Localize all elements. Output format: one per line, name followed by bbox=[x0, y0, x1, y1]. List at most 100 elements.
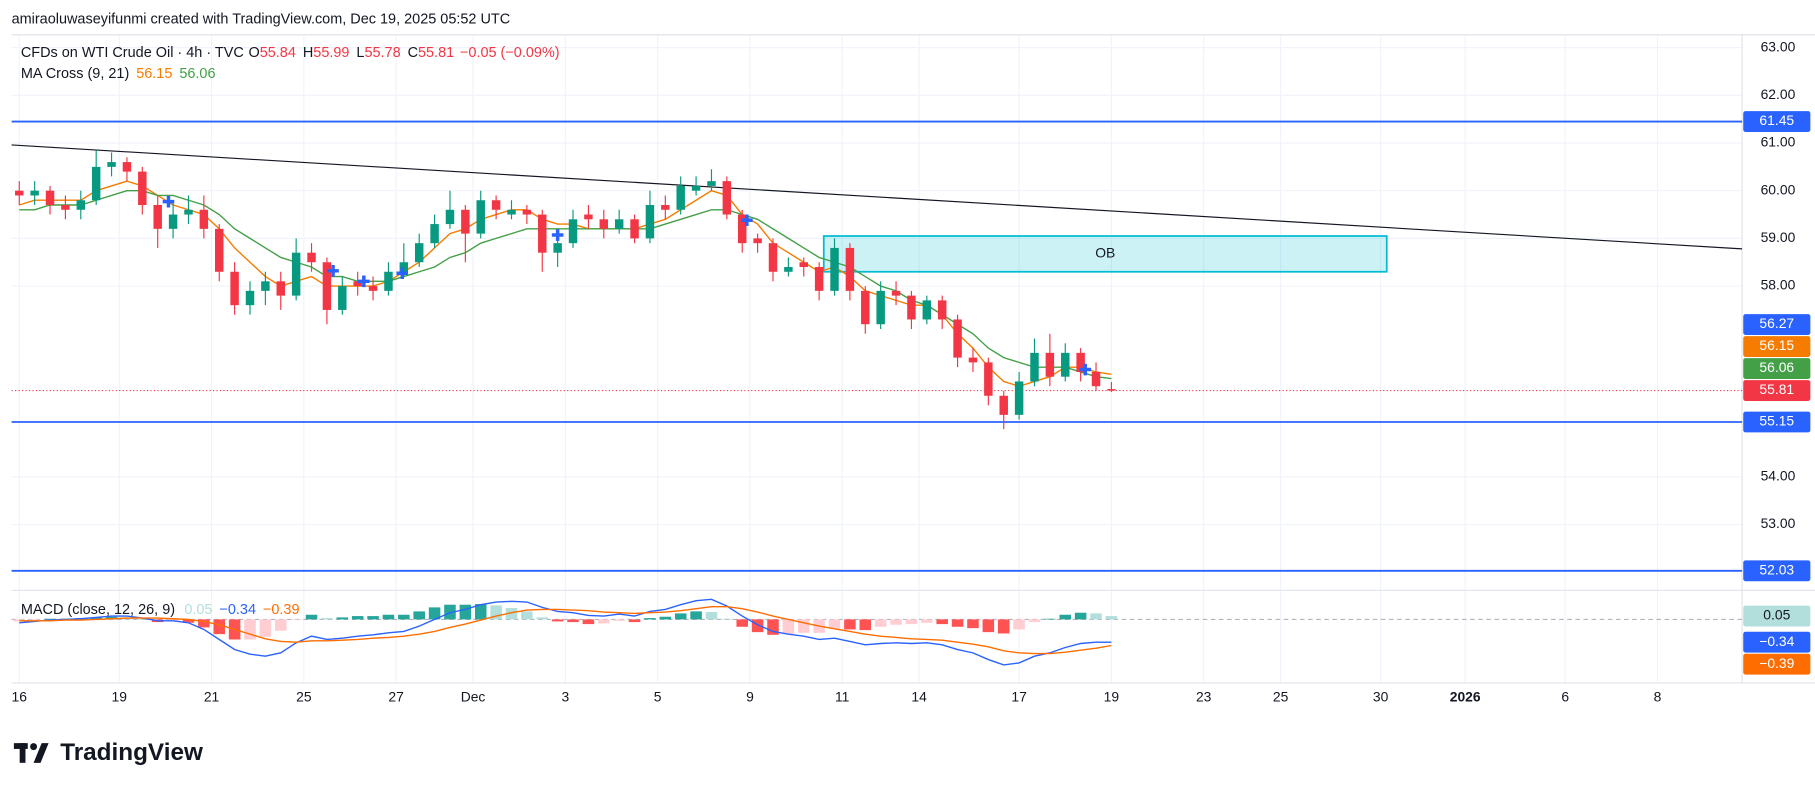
macd-histogram-bar bbox=[705, 612, 718, 620]
candle-body bbox=[614, 219, 624, 229]
macd-histogram-bar bbox=[505, 608, 518, 620]
legend-item: L bbox=[356, 45, 364, 61]
candle-body bbox=[261, 281, 270, 291]
legend-item: MACD (close, 12, 26, 9) bbox=[21, 602, 175, 618]
candle-body bbox=[245, 290, 255, 306]
candle-body bbox=[1014, 381, 1024, 415]
macd-histogram-bar bbox=[567, 619, 579, 623]
candle-body bbox=[738, 214, 747, 244]
candle-body bbox=[291, 252, 301, 296]
logo-part bbox=[30, 743, 38, 751]
macd-histogram-bar bbox=[398, 614, 410, 620]
candle-body bbox=[168, 214, 178, 229]
candle-body bbox=[707, 181, 716, 186]
price-tag-label: −0.39 bbox=[1759, 655, 1794, 671]
candle-body bbox=[922, 300, 932, 320]
price-tag bbox=[1743, 314, 1811, 335]
x-tick-label: 11 bbox=[835, 689, 850, 705]
legend: MA Cross (9, 21) 56.15 56.06 bbox=[21, 66, 216, 82]
legend-item: −0.34 bbox=[219, 602, 256, 618]
price-tag bbox=[1743, 653, 1811, 675]
trendline bbox=[11, 144, 1743, 250]
legend-item: −0.05 (−0.09%) bbox=[460, 45, 560, 61]
candle-body bbox=[691, 185, 701, 191]
candle-body bbox=[445, 209, 455, 225]
candle-body bbox=[61, 205, 70, 210]
candle-body bbox=[522, 209, 532, 215]
candle-body bbox=[276, 281, 285, 296]
candle-body bbox=[676, 185, 685, 210]
candle-body bbox=[845, 247, 855, 291]
macd-histogram-bar bbox=[382, 614, 395, 620]
candle-body bbox=[830, 247, 839, 291]
legend-item: H bbox=[303, 45, 313, 61]
macd-histogram-bar bbox=[490, 605, 502, 620]
candle-body bbox=[722, 181, 732, 215]
macd-histogram-bar bbox=[213, 619, 226, 635]
price-tag-label: 61.45 bbox=[1759, 112, 1794, 128]
macd-histogram-bar bbox=[628, 619, 641, 623]
legend-item: 0.05 bbox=[184, 602, 212, 618]
macd-histogram-bar bbox=[1013, 619, 1025, 630]
price-tag-label: 52.03 bbox=[1759, 561, 1794, 577]
candle-body bbox=[1107, 389, 1116, 391]
logo-part bbox=[33, 743, 49, 763]
candle-body bbox=[476, 200, 485, 234]
macd-histogram-bar bbox=[474, 604, 487, 620]
candle-body bbox=[107, 162, 116, 167]
candle-body bbox=[937, 300, 947, 320]
candle-body bbox=[584, 214, 593, 220]
candle-body bbox=[230, 271, 239, 306]
legend-item: 56.06 bbox=[179, 66, 215, 82]
candle-body bbox=[430, 224, 439, 244]
macd-histogram-bar bbox=[351, 616, 364, 620]
price-tag bbox=[1743, 380, 1811, 401]
legend-item: 55.84 bbox=[260, 45, 296, 61]
macd-histogram-bar bbox=[536, 617, 549, 620]
logo-part bbox=[19, 743, 26, 763]
price-tag bbox=[1743, 336, 1811, 357]
candle-body bbox=[630, 219, 639, 239]
legend-item: MA Cross (9, 21) bbox=[21, 66, 129, 82]
x-tick-label: 9 bbox=[746, 689, 754, 705]
attribution: amiraoluwaseyifunmi created with Trading… bbox=[12, 12, 511, 28]
candle-body bbox=[1076, 352, 1085, 372]
candle-body bbox=[907, 295, 916, 320]
macd-histogram-bar bbox=[659, 616, 672, 620]
candle-body bbox=[1091, 371, 1101, 387]
x-tick-label: 3 bbox=[561, 689, 569, 705]
candle-body bbox=[1045, 352, 1055, 377]
y-tick-label: 54.00 bbox=[1761, 468, 1796, 484]
price-tag-label: 0.05 bbox=[1763, 607, 1790, 623]
x-tick-label: 6 bbox=[1561, 689, 1569, 705]
x-tick-label: 27 bbox=[388, 689, 404, 705]
x-tick-label: 19 bbox=[112, 689, 128, 705]
candle-body bbox=[30, 190, 39, 196]
macd-histogram-bar bbox=[721, 618, 733, 620]
candle-body bbox=[1030, 352, 1039, 382]
candle-body bbox=[491, 200, 501, 210]
macd-histogram-bar bbox=[413, 611, 425, 620]
candle-body bbox=[461, 209, 470, 234]
legend-item: O bbox=[248, 45, 259, 61]
macd-histogram-bar bbox=[690, 611, 702, 620]
candle-body bbox=[322, 262, 332, 310]
macd-histogram-bar bbox=[1028, 619, 1041, 623]
macd-histogram-bar bbox=[28, 619, 41, 621]
macd-histogram-bar bbox=[244, 619, 256, 640]
x-tick-label: 23 bbox=[1196, 689, 1212, 705]
price-tag bbox=[1743, 411, 1811, 433]
macd-histogram-bar bbox=[459, 604, 472, 620]
candle-body bbox=[368, 286, 378, 291]
legend-item: 55.78 bbox=[364, 45, 400, 61]
ma-cross-marker bbox=[551, 229, 564, 241]
macd-histogram-bar bbox=[182, 619, 195, 623]
macd-histogram-bar bbox=[951, 619, 964, 627]
macd-histogram-bar bbox=[613, 619, 625, 621]
macd-histogram-bar bbox=[1074, 612, 1087, 620]
macd-histogram-bar bbox=[305, 614, 318, 620]
legend-item: C bbox=[408, 45, 418, 61]
order-block-label: OB bbox=[1095, 245, 1115, 261]
grid bbox=[11, 34, 1743, 683]
